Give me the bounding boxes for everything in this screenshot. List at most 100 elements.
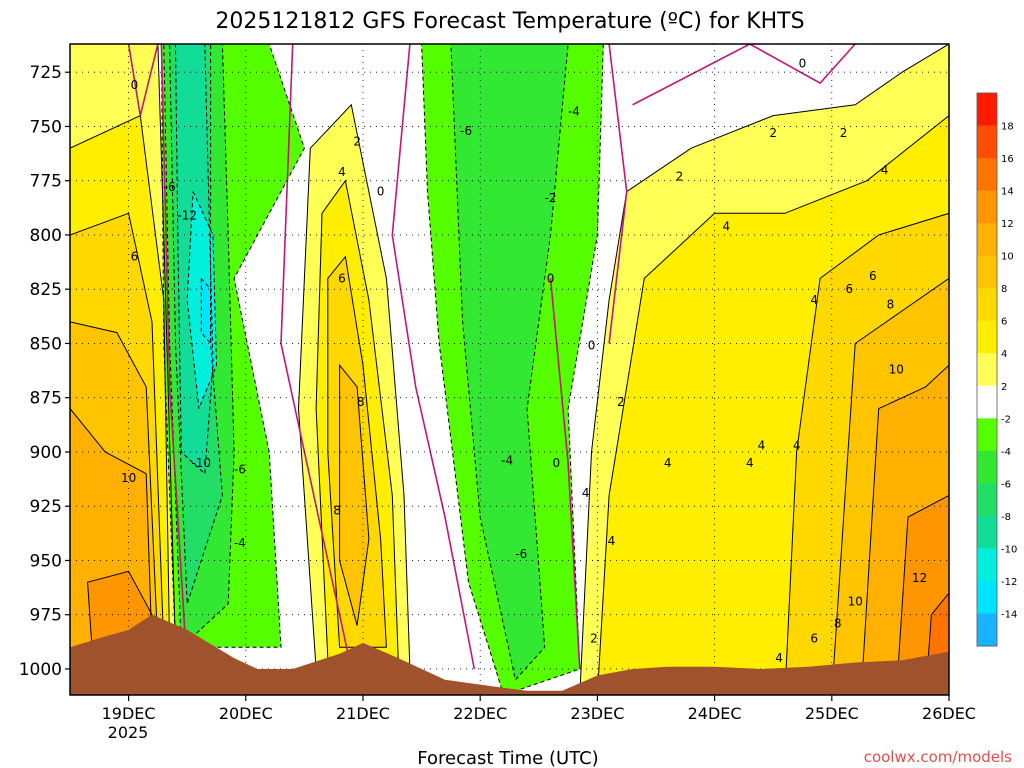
contour-label: 8 bbox=[887, 297, 895, 311]
colorbar-label: 6 bbox=[1001, 317, 1007, 328]
warm-tongue-6-contour bbox=[327, 255, 387, 648]
contour-label: 12 bbox=[912, 571, 927, 585]
x-tick-label: 22DEC bbox=[453, 704, 507, 723]
contour-label: -6 bbox=[515, 547, 527, 561]
x-tick-label: 19DEC bbox=[102, 704, 156, 723]
y-tick-label: 950 bbox=[30, 551, 62, 571]
contour-label: 4 bbox=[608, 534, 616, 548]
contour-label: -2 bbox=[545, 191, 557, 205]
y-tick-label: 750 bbox=[30, 117, 62, 137]
zero-isotherm-line bbox=[549, 278, 581, 670]
contour-label: 6 bbox=[869, 269, 877, 283]
colorbar-swatch bbox=[977, 353, 997, 387]
plot-frame bbox=[69, 43, 950, 696]
colorbar-swatch bbox=[977, 93, 997, 127]
contour-label: 6 bbox=[810, 632, 818, 646]
warm-band-4-contour bbox=[70, 114, 171, 695]
y-tick-label: 825 bbox=[30, 280, 62, 300]
colorbar-swatch bbox=[977, 450, 997, 484]
contour-label: 4 bbox=[881, 163, 889, 177]
contour-label: 0 bbox=[547, 271, 555, 285]
colorbar-label: 14 bbox=[1001, 187, 1014, 198]
warm-right-8-contour bbox=[831, 277, 949, 695]
colorbar-label: -8 bbox=[1001, 512, 1011, 523]
colorbar-label: 2 bbox=[1001, 382, 1007, 393]
colorbar-label: -2 bbox=[1001, 414, 1011, 425]
y-tick-label: 800 bbox=[30, 226, 62, 246]
warm-tongue-4-contour bbox=[315, 179, 399, 659]
contour-label: 6 bbox=[131, 250, 139, 264]
contour-label: 0 bbox=[553, 456, 561, 470]
contour-label: 2 bbox=[769, 126, 777, 140]
colorbar-swatch bbox=[977, 613, 997, 647]
y-tick-label: 850 bbox=[30, 334, 62, 354]
contour-label: 6 bbox=[338, 271, 346, 285]
colorbar-swatch bbox=[977, 125, 997, 159]
colorbar-swatch bbox=[977, 190, 997, 224]
chart-title: 2025121812 GFS Forecast Temperature (ºC)… bbox=[215, 9, 804, 34]
colorbar-swatch bbox=[977, 223, 997, 257]
cold-band-8-contour bbox=[169, 44, 223, 605]
contour-label: -12 bbox=[177, 208, 197, 222]
y-tick-label: 975 bbox=[30, 606, 62, 626]
colorbar-label: -14 bbox=[1001, 609, 1017, 620]
x-axis-label: Forecast Time (UTC) bbox=[417, 748, 598, 768]
cold-band-10-contour bbox=[174, 44, 214, 475]
terrain-surface bbox=[70, 614, 949, 695]
warm-band-2-contour bbox=[70, 44, 177, 695]
contour-label: -4 bbox=[234, 536, 246, 550]
zero-isotherm-line bbox=[160, 44, 188, 670]
colorbar-swatch bbox=[977, 288, 997, 322]
contour-label: 2 bbox=[676, 169, 684, 183]
contour-label: 0 bbox=[377, 185, 385, 199]
colorbar-label: 16 bbox=[1001, 154, 1014, 165]
colorbar-frame bbox=[976, 92, 998, 647]
colorbar-label: 4 bbox=[1001, 349, 1007, 360]
contour-label: 4 bbox=[722, 219, 730, 233]
cold-day22-4-contour bbox=[421, 44, 604, 695]
temperature-fill bbox=[70, 44, 949, 695]
contour-label: 8 bbox=[357, 395, 365, 409]
colorbar-swatch bbox=[977, 255, 997, 289]
x-tick-label: 24DEC bbox=[688, 704, 742, 723]
contour-label: -4 bbox=[501, 454, 513, 468]
warm-tongue-8-contour bbox=[339, 363, 370, 626]
colorbar-swatch bbox=[977, 418, 997, 452]
colorbar-label: 12 bbox=[1001, 219, 1014, 230]
contour-label: 4 bbox=[810, 293, 818, 307]
zero-isotherm-line bbox=[127, 44, 159, 116]
x-tick-label: 26DEC bbox=[922, 704, 976, 723]
y-tick-label: 725 bbox=[30, 63, 62, 83]
x-tick-label: 23DEC bbox=[570, 704, 624, 723]
colorbar-swatch bbox=[977, 385, 997, 419]
y-axis: 725 750 775 800 825 850 875 900 925 950 975 1000 bbox=[19, 63, 70, 680]
warm-band-10-contour bbox=[70, 407, 153, 695]
zero-isotherm-line bbox=[391, 44, 476, 670]
colorbar-label: -10 bbox=[1001, 544, 1017, 555]
warm-band-6-contour bbox=[70, 212, 165, 695]
contour-label: 4 bbox=[582, 486, 590, 500]
warm-right-2-contour bbox=[579, 44, 949, 695]
x-tick-label: 20DEC bbox=[219, 704, 273, 723]
colorbar-swatch bbox=[977, 320, 997, 354]
colorbar-label: 18 bbox=[1001, 122, 1014, 133]
colorbar-label: -6 bbox=[1001, 479, 1011, 490]
contour-label: 6 bbox=[846, 282, 854, 296]
x-tick-label: 21DEC bbox=[336, 704, 390, 723]
warm-right-4-contour bbox=[596, 114, 949, 695]
colorbar-label: 8 bbox=[1001, 284, 1007, 295]
cold-band-4-contour bbox=[160, 44, 305, 648]
contour-label: 0 bbox=[131, 78, 139, 92]
colorbar-swatch bbox=[977, 515, 997, 549]
contour-label: -4 bbox=[568, 104, 580, 118]
contour-label: 4 bbox=[793, 438, 801, 452]
y-tick-label: 1000 bbox=[19, 660, 62, 680]
cold-band-14 bbox=[201, 278, 211, 344]
cold-day22-6 bbox=[450, 44, 569, 680]
warm-right-12-contour bbox=[895, 494, 949, 695]
contour-label: 8 bbox=[333, 504, 341, 518]
contour-label: 10 bbox=[848, 595, 863, 609]
